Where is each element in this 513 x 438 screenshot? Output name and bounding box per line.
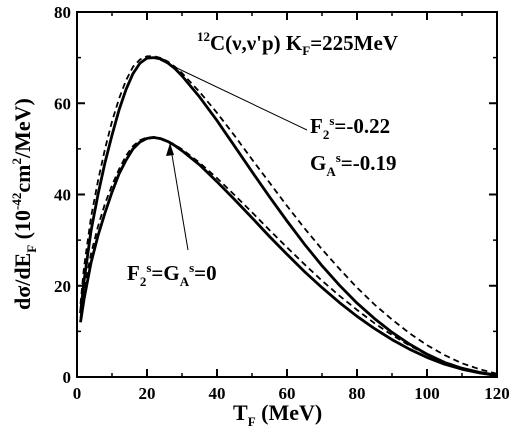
x-tick-label: 120 <box>484 384 510 403</box>
x-tick-label: 40 <box>209 384 226 403</box>
plot-frame <box>76 11 498 378</box>
x-tick-label: 0 <box>73 384 82 403</box>
x-tick-label: 20 <box>139 384 156 403</box>
y-tick-label: 0 <box>63 368 72 387</box>
solid-curve-2 <box>79 136 498 377</box>
solid-curve-0 <box>79 56 498 377</box>
y-tick-label: 40 <box>54 186 71 205</box>
y-tick-label: 80 <box>54 3 71 22</box>
y-tick-label: 20 <box>54 277 71 296</box>
curves <box>79 55 498 377</box>
lower-annotation-arrowhead <box>166 143 174 156</box>
x-tick-label: 80 <box>349 384 366 403</box>
upper-annotation-line1: F2s=-0.22 <box>310 113 390 142</box>
chart-title: 12C(ν,ν'p) KF=225MeV <box>197 29 398 58</box>
tick-labels: 0 20 40 60 80 100 120 0 20 40 60 80 <box>54 3 510 403</box>
lower-annotation: F2s=GAs=0 <box>127 260 217 289</box>
y-tick-label: 60 <box>54 94 71 113</box>
x-tick-label: 100 <box>414 384 440 403</box>
tick-marks <box>76 11 498 378</box>
x-axis-label: TF (MeV) <box>233 400 322 429</box>
dashed-curve-3 <box>79 136 498 377</box>
x-tick-label: 60 <box>279 384 296 403</box>
upper-annotation-leader <box>159 59 308 131</box>
y-axis-label: dσ/dEF (10-42cm2/MeV) <box>9 98 39 310</box>
lower-annotation-leader <box>169 142 189 251</box>
dashed-curve-1 <box>79 55 498 375</box>
upper-annotation-line2: GAs=-0.19 <box>310 150 397 179</box>
